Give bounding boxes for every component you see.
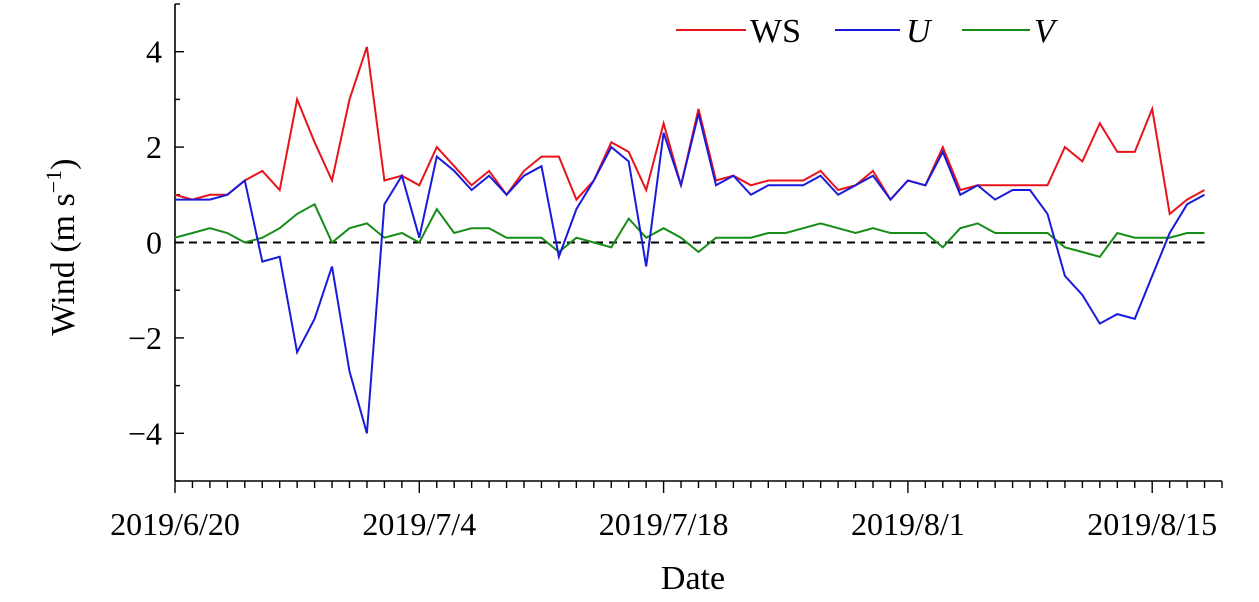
y-tick-label: 0 [146, 225, 162, 261]
x-axis-title: Date [661, 560, 725, 597]
x-tick-label: 2019/6/20 [110, 506, 240, 542]
legend-label-u: U [906, 13, 933, 50]
axes: −4 −2 0 2 4 2019/6/20 2019/7/4 2019/7/18 2019/8/… [110, 3, 1223, 542]
x-tick-label: 2019/7/4 [362, 506, 476, 542]
series-group [174, 46, 1205, 434]
series-line-ws [174, 46, 1205, 216]
series-line-v [174, 202, 1205, 258]
y-tick-label: −2 [128, 320, 162, 356]
legend-label-v: V [1034, 13, 1059, 50]
y-tick-label: −4 [128, 415, 162, 451]
y-axis-title-close: ) [45, 159, 82, 170]
y-axis-title: Wind (m s−1) [41, 159, 82, 336]
legend: WS U V [676, 13, 1059, 50]
legend-label-ws: WS [750, 13, 801, 50]
y-tick-label: 4 [146, 34, 162, 70]
y-tick-label: 2 [146, 129, 162, 165]
x-tick-label: 2019/8/1 [851, 506, 965, 542]
x-tick-label: 2019/7/18 [599, 506, 729, 542]
x-tick-label: 2019/8/15 [1087, 506, 1217, 542]
y-axis-title-unit-exponent: −1 [41, 170, 66, 193]
series-line-u [175, 113, 1205, 434]
y-axis-title-main: Wind (m s [45, 193, 82, 335]
